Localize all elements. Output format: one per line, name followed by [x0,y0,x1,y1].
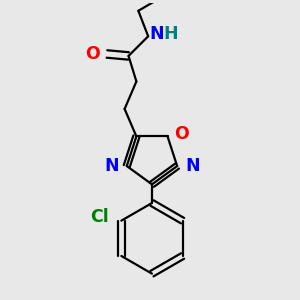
Text: N: N [185,157,200,175]
Text: N: N [149,25,164,43]
Text: Cl: Cl [90,208,109,226]
Text: O: O [85,45,100,63]
Text: N: N [104,157,119,175]
Text: O: O [174,125,189,143]
Text: H: H [164,25,178,43]
